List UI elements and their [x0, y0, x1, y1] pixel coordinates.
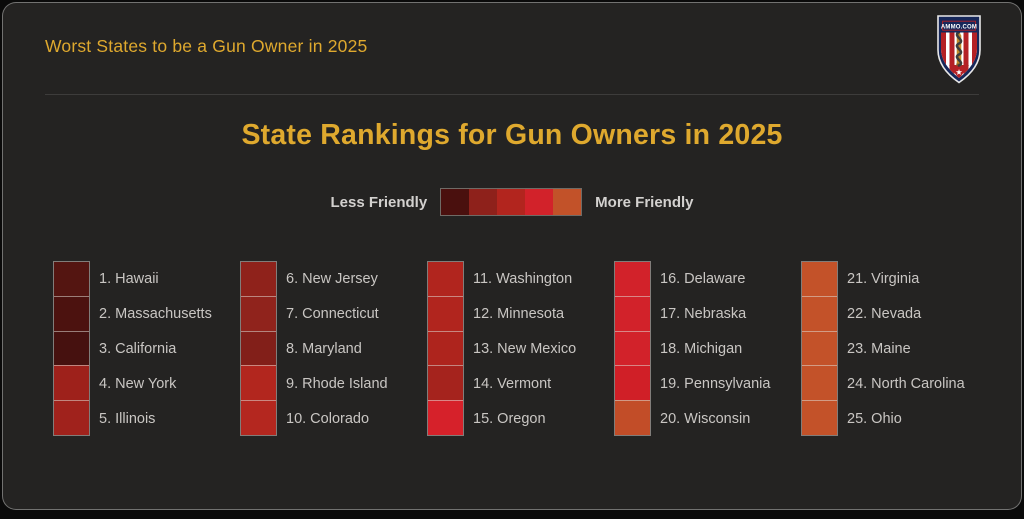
rank-label: 1. Hawaii [99, 270, 159, 287]
rank-label: 16. Delaware [660, 270, 746, 287]
ammo-logo[interactable]: ★ AMMO.COM [935, 14, 983, 84]
rank-color-swatch [802, 295, 837, 331]
rank-label: 9. Rhode Island [286, 375, 388, 392]
rank-color-swatch [802, 365, 837, 401]
rank-label: 14. Vermont [473, 375, 552, 392]
logo-band [941, 19, 977, 33]
rank-color-swatch [428, 262, 463, 296]
color-swatch-stack [53, 261, 90, 436]
rank-color-swatch [54, 295, 89, 331]
rank-label: 13. New Mexico [473, 340, 577, 357]
rank-color-swatch [241, 330, 276, 366]
legend: Less Friendly More Friendly [3, 186, 1021, 218]
legend-more-label: More Friendly [595, 193, 694, 211]
rank-label: 5. Illinois [99, 410, 156, 427]
rank-label: 3. California [99, 340, 177, 357]
legend-less-label: Less Friendly [330, 193, 428, 211]
rank-label: 8. Maryland [286, 340, 362, 357]
snake-icon [955, 30, 963, 67]
shield-tip [949, 65, 969, 78]
rank-label: 2. Massachusetts [99, 305, 212, 322]
rank-label: 10. Colorado [286, 410, 370, 427]
rank-label-stack: 16. Delaware 17. Nebraska 18. Michigan 19. … [660, 261, 770, 436]
header-divider [45, 94, 979, 95]
rank-color-swatch [428, 365, 463, 401]
rank-color-swatch [615, 330, 650, 366]
rank-label: 4. New York [99, 375, 177, 392]
rank-color-swatch [615, 400, 650, 435]
rank-label: 22. Nevada [847, 305, 922, 322]
infographic-card: Worst States to be a Gun Owner in 2025 ★ [2, 2, 1022, 510]
rank-label: 7. Connecticut [286, 305, 379, 322]
rank-color-swatch [428, 330, 463, 366]
rank-label: 21. Virginia [847, 270, 920, 287]
legend-color-swatch [553, 189, 582, 215]
rank-column: 6. New Jersey 7. Connecticut 8. Maryland 9.… [240, 261, 427, 436]
rank-label: 15. Oregon [473, 410, 546, 427]
legend-color-swatch [441, 189, 470, 215]
rank-label-stack: 11. Washington 12. Minnesota 13. New Mexic… [473, 261, 576, 436]
rank-color-swatch [802, 330, 837, 366]
rank-color-swatch [802, 400, 837, 435]
rankings-grid: 1. Hawaii 2. Massachusetts 3. California 4.… [53, 261, 988, 436]
rank-label: 6. New Jersey [286, 270, 378, 287]
rank-label: 25. Ohio [847, 410, 902, 427]
rank-label: 23. Maine [847, 340, 911, 357]
rank-label: 20. Wisconsin [660, 410, 751, 427]
rank-color-swatch [54, 262, 89, 296]
rank-color-swatch [615, 295, 650, 331]
rank-color-swatch [241, 262, 276, 296]
rank-color-swatch [615, 365, 650, 401]
page-title: Worst States to be a Gun Owner in 2025 [45, 36, 368, 56]
rank-color-swatch [241, 400, 276, 435]
rank-color-swatch [241, 295, 276, 331]
rank-color-swatch [428, 400, 463, 435]
rank-label: 19. Pennsylvania [660, 375, 771, 392]
rank-column: 1. Hawaii 2. Massachusetts 3. California 4.… [53, 261, 240, 436]
legend-color-swatch [469, 189, 498, 215]
chart-title: State Rankings for Gun Owners in 2025 [241, 119, 783, 151]
rank-label: 24. North Carolina [847, 375, 965, 392]
rank-color-swatch [615, 262, 650, 296]
rank-column: 11. Washington 12. Minnesota 13. New Mexic… [427, 261, 614, 436]
rank-color-swatch [428, 295, 463, 331]
color-swatch-stack [614, 261, 651, 436]
color-swatch-stack [801, 261, 838, 436]
legend-color-scale [440, 188, 583, 216]
rank-color-swatch [54, 330, 89, 366]
rank-label: 18. Michigan [660, 340, 743, 357]
legend-color-swatch [525, 189, 554, 215]
color-swatch-stack [427, 261, 464, 436]
rank-color-swatch [54, 400, 89, 435]
rank-label-stack: 21. Virginia 22. Nevada 23. Maine 24. North… [847, 261, 965, 436]
logo-brand-text: AMMO.COM [941, 24, 977, 30]
legend-color-swatch [497, 189, 526, 215]
star-icon: ★ [956, 69, 963, 77]
rank-color-swatch [54, 365, 89, 401]
rank-color-swatch [802, 262, 837, 296]
rank-label-stack: 6. New Jersey 7. Connecticut 8. Maryland 9.… [286, 261, 388, 436]
rank-column: 16. Delaware 17. Nebraska 18. Michigan 19. … [614, 261, 801, 436]
rank-column: 21. Virginia 22. Nevada 23. Maine 24. North… [801, 261, 988, 436]
color-swatch-stack [240, 261, 277, 436]
rank-label: 11. Washington [473, 270, 573, 287]
rank-label: 17. Nebraska [660, 305, 747, 322]
rank-label: 12. Minnesota [473, 305, 565, 322]
rank-label-stack: 1. Hawaii 2. Massachusetts 3. California 4.… [99, 261, 212, 436]
rank-color-swatch [241, 365, 276, 401]
